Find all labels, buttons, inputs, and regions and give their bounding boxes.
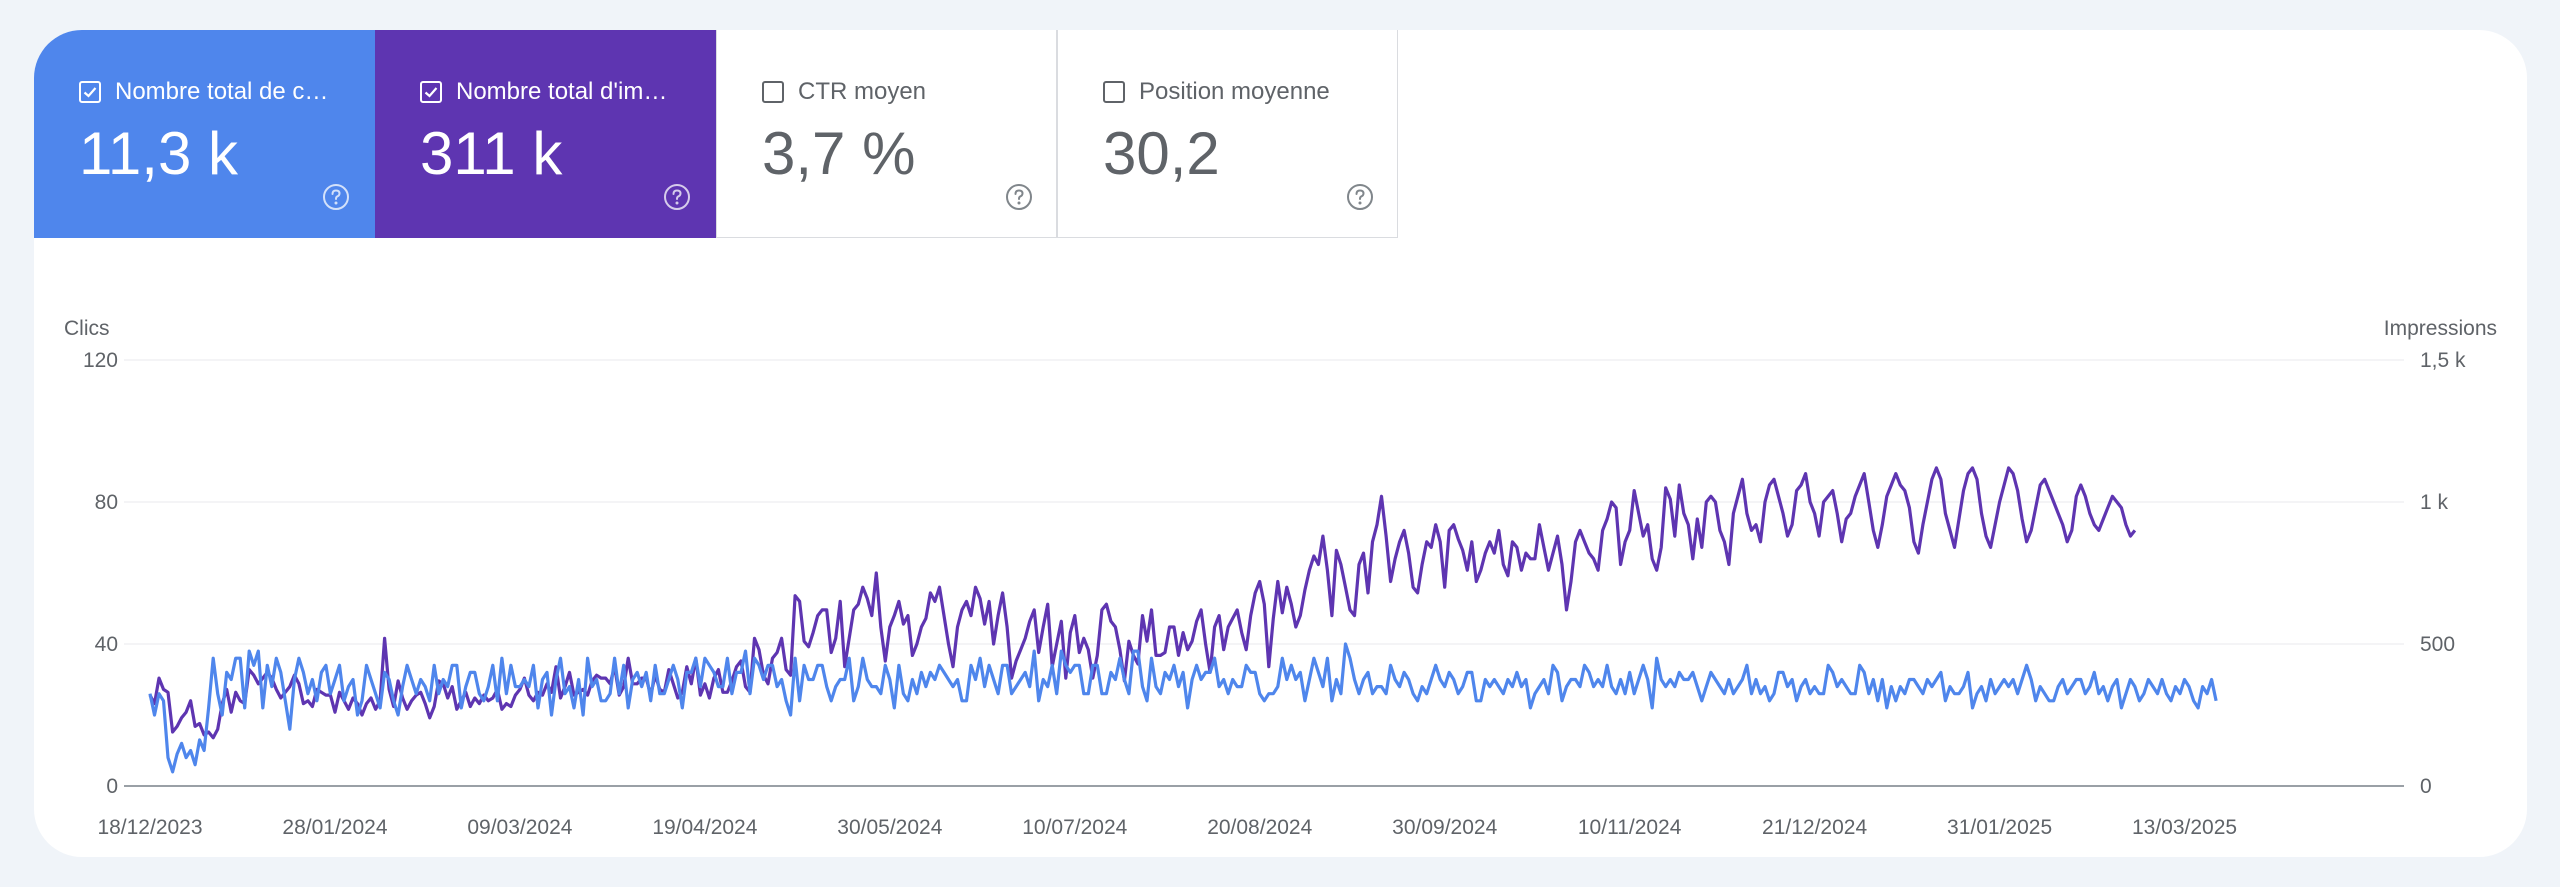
metric-tab-clicks[interactable]: Nombre total de c… 11,3 k	[34, 30, 375, 238]
checkbox-checked-icon[interactable]	[420, 81, 442, 103]
x-tick-label: 31/01/2025	[1947, 816, 2052, 839]
metric-header: CTR moyen	[762, 78, 926, 106]
right-tick-label: 1,5 k	[2420, 349, 2466, 372]
x-tick-label: 19/04/2024	[652, 816, 757, 839]
impressions-series-line	[148, 466, 2137, 740]
right-tick-label: 500	[2420, 633, 2455, 656]
help-icon[interactable]	[1005, 183, 1033, 211]
metric-label: Position moyenne	[1139, 78, 1330, 105]
metric-label: Nombre total de c…	[115, 78, 329, 105]
metric-tab-ctr[interactable]: CTR moyen 3,7 %	[716, 30, 1057, 238]
left-tick-label: 0	[106, 775, 118, 798]
performance-card: Nombre total de c… 11,3 k Nombre total d'i…	[34, 30, 2527, 857]
metric-value: 30,2	[1103, 120, 1220, 187]
left-tick-label: 40	[95, 633, 118, 656]
x-tick-label: 10/11/2024	[1578, 816, 1682, 839]
help-icon[interactable]	[663, 183, 691, 211]
x-tick-label: 20/08/2024	[1207, 816, 1312, 839]
right-tick-label: 0	[2420, 775, 2432, 798]
metric-tab-position[interactable]: Position moyenne 30,2	[1057, 30, 1398, 238]
metric-header: Position moyenne	[1103, 78, 1330, 106]
checkbox-unchecked-icon[interactable]	[1103, 81, 1125, 103]
x-tick-label: 30/05/2024	[837, 816, 942, 839]
help-icon[interactable]	[322, 183, 350, 211]
metric-value: 3,7 %	[762, 120, 916, 187]
right-tick-label: 1 k	[2420, 491, 2449, 514]
metric-value: 311 k	[420, 120, 563, 187]
x-tick-label: 28/01/2024	[282, 816, 387, 839]
metric-label: CTR moyen	[798, 78, 927, 105]
clicks-series-line	[148, 642, 2218, 774]
x-tick-label: 30/09/2024	[1392, 816, 1497, 839]
metric-header: Nombre total d'im…	[420, 78, 667, 106]
metric-header: Nombre total de c…	[79, 78, 328, 106]
left-axis-title: Clics	[64, 317, 110, 340]
checkbox-checked-icon[interactable]	[79, 81, 101, 103]
metric-tab-impressions[interactable]: Nombre total d'im… 311 k	[375, 30, 716, 238]
right-axis-title: Impressions	[2384, 317, 2497, 340]
x-tick-label: 21/12/2024	[1762, 816, 1867, 839]
performance-line-chart: Clics Impressions 0 40 80 120 0 500 1 k 1,5 k 18/1…	[64, 317, 2497, 839]
help-icon[interactable]	[1346, 183, 1374, 211]
x-tick-label: 18/12/2023	[97, 816, 202, 839]
metric-value: 11,3 k	[79, 120, 238, 187]
metric-tabs: Nombre total de c… 11,3 k Nombre total d'i…	[34, 30, 1398, 240]
left-tick-label: 80	[95, 491, 118, 514]
metric-label: Nombre total d'im…	[456, 78, 668, 105]
x-tick-label: 10/07/2024	[1022, 816, 1127, 839]
x-tick-label: 09/03/2024	[467, 816, 572, 839]
x-tick-label: 13/03/2025	[2132, 816, 2237, 839]
left-tick-label: 120	[83, 349, 118, 372]
checkbox-unchecked-icon[interactable]	[762, 81, 784, 103]
